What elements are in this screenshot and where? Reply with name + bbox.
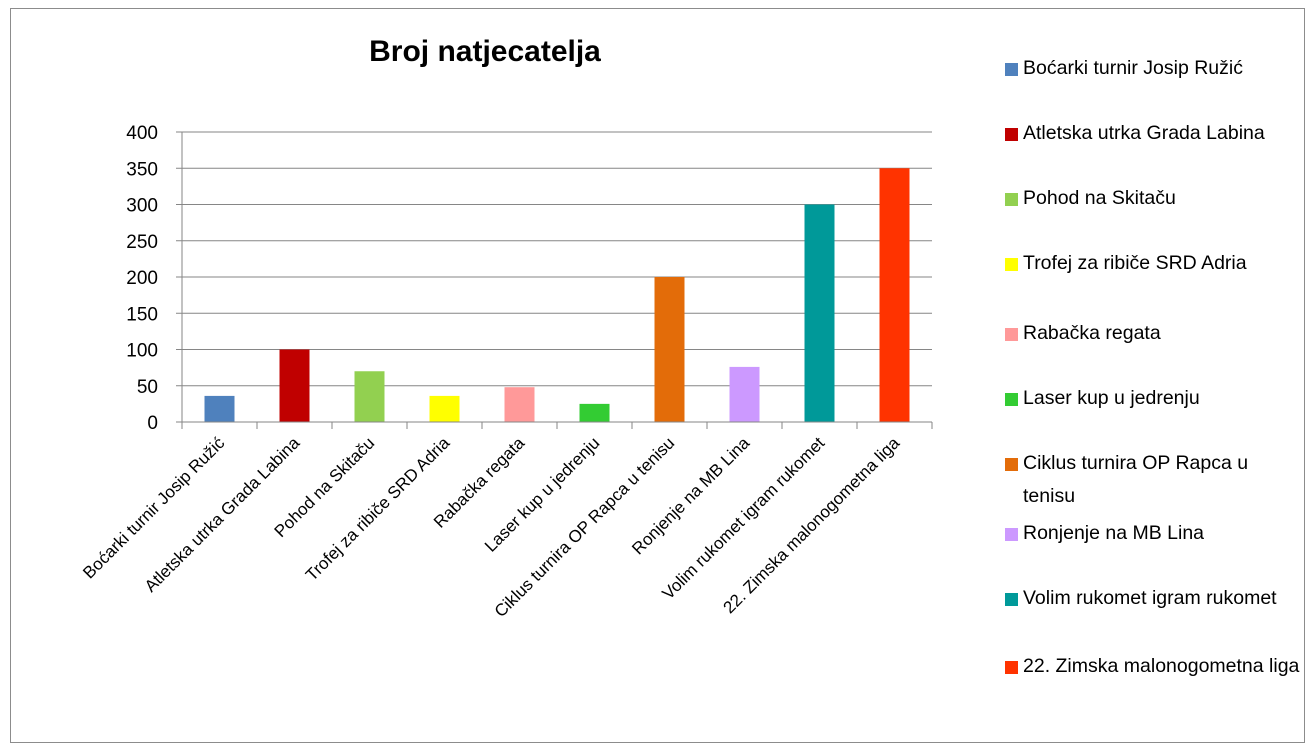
- legend-label: Laser kup u jedrenju: [1023, 387, 1200, 409]
- legend-label: Volim rukomet igram rukomet: [1023, 587, 1277, 609]
- y-tick-label: 150: [126, 304, 158, 325]
- bar: [429, 395, 460, 422]
- x-tick-label: Atletska utrka Grada Labina: [141, 433, 304, 596]
- bar: [354, 371, 385, 422]
- chart-title: Broj natjecatelja: [369, 35, 601, 68]
- legend-swatch: [1005, 128, 1018, 141]
- legend-item: Trofej za ribiče SRD Adria: [1005, 247, 1300, 280]
- legend-item: Ciklus turnira OP Rapca u tenisu: [1005, 447, 1300, 513]
- legend-item: Atletska utrka Grada Labina: [1005, 117, 1300, 150]
- bar: [654, 277, 685, 422]
- y-tick-label: 400: [126, 123, 158, 144]
- bar: [729, 366, 760, 422]
- legend-label: Trofej za ribiče SRD Adria: [1023, 252, 1247, 274]
- legend-item: Pohod na Skitaču: [1005, 182, 1300, 215]
- legend-item: Laser kup u jedrenju: [1005, 382, 1300, 415]
- legend-label: 22. Zimska malonogometna liga: [1023, 655, 1300, 677]
- legend-swatch: [1005, 593, 1018, 606]
- legend-item: Ronjenje na MB Lina: [1005, 517, 1300, 550]
- legend-label: Boćarki turnir Josip Ružić: [1023, 57, 1243, 79]
- legend-swatch: [1005, 393, 1018, 406]
- legend-item: 22. Zimska malonogometna liga: [1005, 650, 1300, 683]
- legend-label: Ronjenje na MB Lina: [1023, 522, 1205, 544]
- bar: [579, 403, 610, 422]
- y-tick-label: 300: [126, 196, 158, 217]
- legend-swatch: [1005, 328, 1018, 341]
- legend-swatch: [1005, 258, 1018, 271]
- bar: [204, 395, 235, 422]
- bar: [504, 387, 535, 422]
- y-tick-label: 200: [126, 268, 158, 289]
- legend-label: Atletska utrka Grada Labina: [1023, 122, 1265, 144]
- legend-swatch: [1005, 63, 1018, 76]
- y-tick-label: 350: [126, 159, 158, 180]
- legend-label: Ciklus turnira OP Rapca u tenisu: [1023, 452, 1249, 507]
- legend-swatch: [1005, 193, 1018, 206]
- y-tick-label: 50: [137, 377, 158, 398]
- bar: [879, 168, 910, 422]
- x-tick-label: Volim rukomet igram rukomet: [659, 433, 829, 603]
- y-tick-label: 250: [126, 232, 158, 253]
- bar: [804, 204, 835, 422]
- y-axis-ticks: 0 50 100 150 200 250 300 350 400: [126, 123, 182, 434]
- legend-item: Volim rukomet igram rukomet: [1005, 582, 1300, 615]
- y-tick-label: 0: [147, 413, 158, 434]
- legend-swatch: [1005, 661, 1018, 674]
- bar: [279, 349, 310, 422]
- x-tick-label: Boćarki turnir Josip Ružić: [79, 433, 228, 582]
- bars: [204, 168, 910, 422]
- legend-label: Rabačka regata: [1023, 322, 1161, 344]
- legend-swatch: [1005, 528, 1018, 541]
- y-tick-label: 100: [126, 341, 158, 362]
- legend-item: Rabačka regata: [1005, 317, 1300, 350]
- legend-swatch: [1005, 458, 1018, 471]
- legend-label: Pohod na Skitaču: [1023, 187, 1176, 209]
- legend-item: Boćarki turnir Josip Ružić: [1005, 52, 1300, 85]
- x-tick-label: Trofej za ribiče SRD Adria: [302, 433, 454, 585]
